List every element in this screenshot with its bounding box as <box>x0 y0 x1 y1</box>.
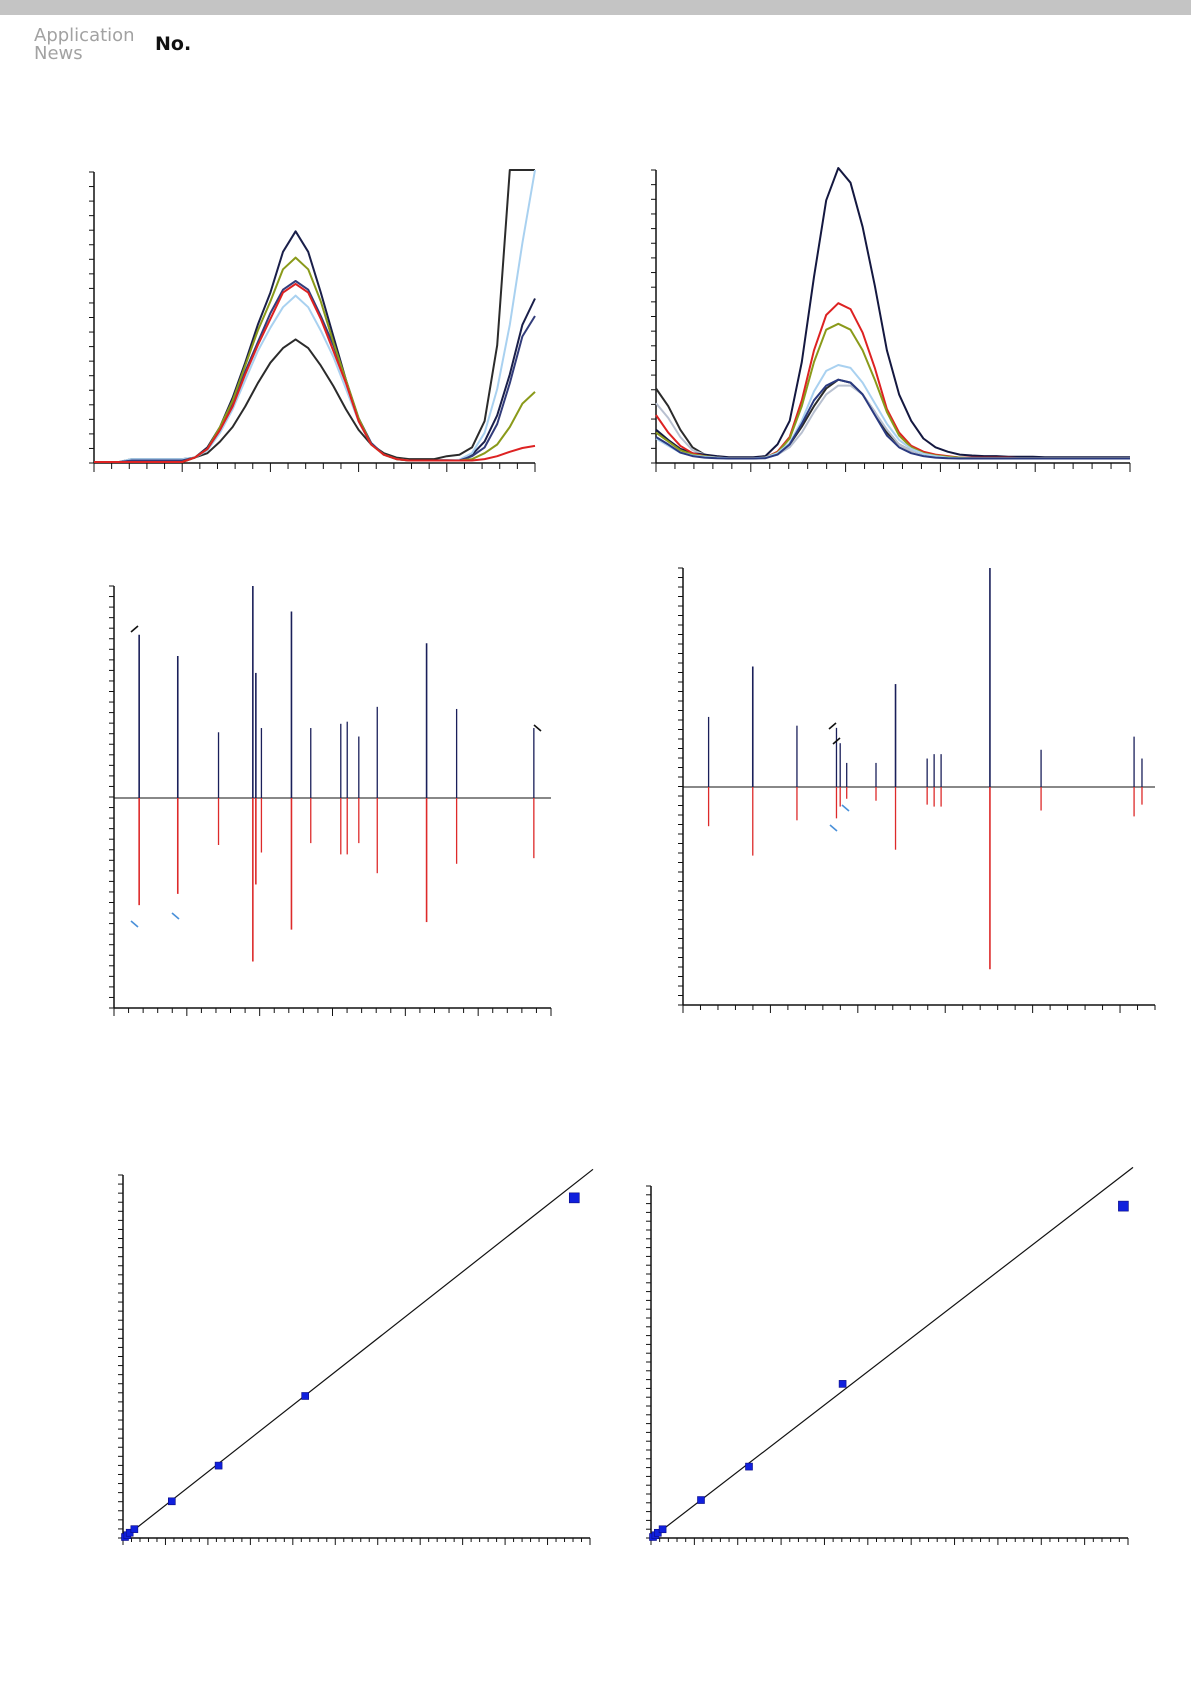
mirror-spectrum-right-annotation-mark <box>828 722 837 730</box>
calibration-right-data-point <box>745 1462 753 1471</box>
calibration-left-fit-line <box>124 1168 594 1538</box>
calibration-left-data-point <box>125 1528 134 1537</box>
chromatogram-right-series-line <box>655 364 1130 460</box>
chromatogram-right-series-line <box>655 384 1130 460</box>
mirror-spectrum-left <box>109 585 552 1016</box>
calibration-right <box>646 1166 1134 1545</box>
calibration-left-data-point <box>301 1392 309 1400</box>
mirror-spectrum-left-annotation-mark <box>171 912 180 920</box>
chromatogram-right-series-line <box>655 378 1130 460</box>
calibration-left-data-point <box>121 1533 129 1541</box>
mirror-spectrum-right <box>678 567 1156 1013</box>
header-bar <box>0 0 1191 15</box>
chromatogram-left-series-line <box>94 280 536 463</box>
brand-line-application: Application <box>34 25 135 46</box>
calibration-right-data-point <box>649 1533 657 1541</box>
calibration-right-data-point <box>651 1531 660 1540</box>
chromatogram-left-series-line <box>94 256 536 463</box>
calibration-right-data-point <box>658 1525 667 1534</box>
brand-line-news: News <box>34 43 83 64</box>
chromatogram-right <box>651 167 1131 472</box>
mirror-spectrum-right-annotation-mark <box>832 737 841 745</box>
mirror-spectrum-left-annotation-mark <box>533 724 542 732</box>
mirror-spectrum-right-annotation-mark <box>841 804 850 812</box>
chromatogram-right-series-line <box>655 322 1130 460</box>
chromatogram-left <box>89 169 536 472</box>
calibration-left-data-point <box>568 1192 580 1204</box>
document-number-label: No. <box>155 33 192 55</box>
chromatogram-right-series-line <box>655 302 1130 460</box>
chromatogram-left-series-line <box>94 169 536 463</box>
brand-logo-text: Application News <box>34 27 144 63</box>
calibration-right-data-point <box>697 1496 705 1504</box>
calibration-left-data-point <box>123 1531 132 1540</box>
chromatogram-left-series-line <box>94 169 535 463</box>
calibration-left-data-point <box>168 1497 176 1506</box>
mirror-spectrum-left-annotation-mark <box>130 625 139 633</box>
calibration-right-data-point <box>1118 1200 1129 1212</box>
calibration-right-data-point <box>653 1528 662 1537</box>
calibration-right-fit-line <box>652 1166 1134 1538</box>
mirror-spectrum-right-annotation-mark <box>829 824 838 832</box>
calibration-left-data-point <box>214 1461 223 1470</box>
calibration-left-data-point <box>130 1525 139 1533</box>
chromatogram-left-series-line <box>94 282 536 463</box>
calibration-left <box>118 1168 594 1545</box>
chromatogram-right-series-line <box>655 378 1130 460</box>
chromatogram-left-series-line <box>94 230 536 463</box>
calibration-right-data-point <box>838 1380 847 1388</box>
chromatogram-right-series-line <box>655 167 1130 459</box>
mirror-spectrum-left-annotation-mark <box>130 920 139 928</box>
